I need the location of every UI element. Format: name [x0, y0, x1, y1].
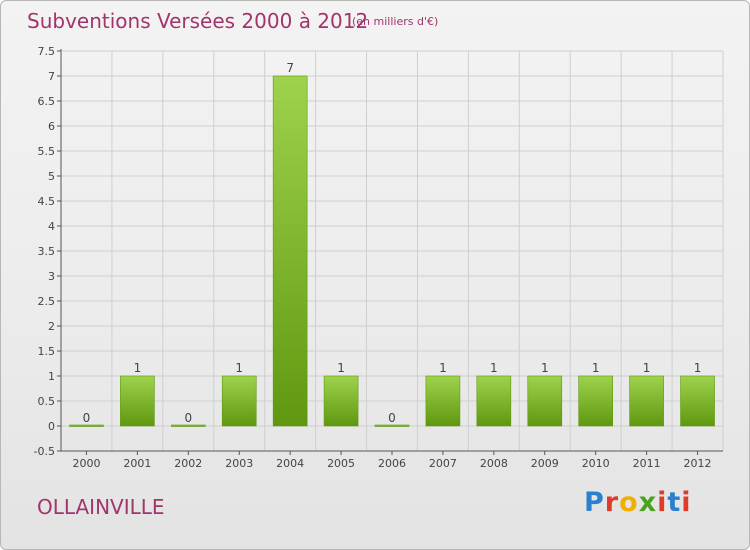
bar-2009: [527, 375, 563, 427]
y-tick-label: 5: [48, 170, 55, 183]
data-label-2004: 7: [286, 61, 294, 75]
bar-2000: [69, 424, 104, 427]
y-tick-label: 0: [48, 420, 55, 433]
y-tick-label: 0.5: [38, 395, 56, 408]
bar-2008: [476, 375, 512, 427]
y-tick-label: 3.5: [38, 245, 56, 258]
y-tick-label: 7: [48, 70, 55, 83]
data-label-2000: 0: [83, 411, 91, 425]
logo-letter: r: [604, 487, 620, 518]
x-tick-label: 2001: [123, 457, 151, 470]
x-tick-label: 2006: [378, 457, 406, 470]
y-tick-label: 4: [48, 220, 55, 233]
y-tick-label: 6: [48, 120, 55, 133]
y-tick-label: 4.5: [38, 195, 56, 208]
bar-2005: [323, 375, 359, 427]
bar-2011: [629, 375, 664, 427]
y-tick-label: 1.5: [38, 345, 56, 358]
y-tick-label: 6.5: [38, 95, 56, 108]
logo-letter: x: [638, 487, 658, 518]
data-label-2007: 1: [439, 361, 447, 375]
y-tick-label: 1: [48, 370, 55, 383]
data-label-2009: 1: [541, 361, 549, 375]
logo-letter: t: [667, 487, 682, 518]
y-tick-label: 2.5: [38, 295, 56, 308]
bar-2010: [578, 375, 613, 427]
x-tick-label: 2012: [684, 457, 712, 470]
data-label-2005: 1: [337, 361, 345, 375]
logo-letter: P: [584, 487, 605, 518]
y-tick-label: 7.5: [38, 45, 56, 58]
chart-unit-label: (en milliers d'€): [352, 15, 439, 28]
data-label-2011: 1: [643, 361, 651, 375]
data-label-2012: 1: [694, 361, 702, 375]
x-tick-label: 2002: [174, 457, 202, 470]
bar-2001: [120, 375, 155, 427]
x-tick-label: 2011: [633, 457, 661, 470]
y-tick-label: 5.5: [38, 145, 56, 158]
data-label-2002: 0: [184, 411, 192, 425]
y-tick-label: -0.5: [34, 445, 55, 458]
y-tick-label: 2: [48, 320, 55, 333]
x-tick-label: 2005: [327, 457, 355, 470]
x-tick-label: 2000: [72, 457, 100, 470]
grid-layer: [60, 50, 724, 452]
bar-layer: 0 1 0 1 7 1 0 1 1 1 1 1 1: [69, 61, 715, 427]
bar-2012: [680, 375, 715, 427]
x-tick-label: 2004: [276, 457, 304, 470]
x-tick-label: 2010: [582, 457, 610, 470]
x-tick-label: 2009: [531, 457, 559, 470]
data-label-2010: 1: [592, 361, 600, 375]
bar-2002: [171, 424, 206, 427]
x-tick-label: 2003: [225, 457, 253, 470]
bar-2003: [221, 375, 257, 427]
x-tick-label: 2008: [480, 457, 508, 470]
data-label-2001: 1: [134, 361, 142, 375]
axis-layer: -0.5 0 0.5 1 1.5 2 2.5 3 3.5 4 4.5 5 5.5 6 6.5 7 7.5 2000…: [34, 45, 723, 470]
data-label-2006: 0: [388, 411, 396, 425]
chart-title: Subventions Versées 2000 à 2012: [27, 9, 369, 33]
logo-letter: o: [619, 487, 639, 518]
proxiti-logo: Proxiti: [584, 487, 692, 518]
commune-name: OLLAINVILLE: [37, 495, 165, 519]
data-label-2008: 1: [490, 361, 498, 375]
data-label-2003: 1: [235, 361, 243, 375]
bar-2006: [374, 424, 410, 427]
y-tick-label: 3: [48, 270, 55, 283]
logo-letter: i: [657, 487, 668, 518]
bar-2004: [272, 75, 308, 427]
x-tick-label: 2007: [429, 457, 457, 470]
logo-letter: i: [681, 487, 692, 518]
bar-2007: [425, 375, 461, 427]
